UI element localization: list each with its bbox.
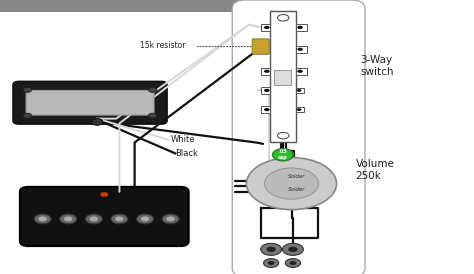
- Circle shape: [277, 15, 289, 21]
- Circle shape: [38, 216, 47, 221]
- Circle shape: [264, 26, 270, 29]
- Circle shape: [148, 87, 157, 92]
- FancyBboxPatch shape: [26, 90, 154, 115]
- Text: 3-Way
switch: 3-Way switch: [360, 55, 394, 76]
- Bar: [261, 24, 270, 31]
- Circle shape: [90, 216, 98, 221]
- FancyBboxPatch shape: [20, 187, 189, 246]
- Circle shape: [64, 216, 73, 221]
- Bar: [296, 24, 307, 31]
- Circle shape: [85, 214, 102, 224]
- Circle shape: [264, 48, 270, 51]
- Circle shape: [246, 158, 337, 210]
- Bar: [274, 70, 291, 85]
- Circle shape: [290, 261, 296, 265]
- Circle shape: [111, 214, 128, 224]
- Circle shape: [264, 70, 270, 73]
- Circle shape: [166, 216, 175, 221]
- Bar: [296, 88, 304, 93]
- Circle shape: [285, 259, 301, 267]
- Text: Solder: Solder: [288, 187, 305, 192]
- Circle shape: [297, 89, 301, 92]
- Text: .05
cap: .05 cap: [278, 149, 288, 160]
- Bar: [296, 68, 307, 75]
- Bar: [270, 11, 296, 142]
- Circle shape: [288, 247, 298, 252]
- Circle shape: [60, 214, 77, 224]
- Circle shape: [264, 89, 270, 92]
- Circle shape: [137, 214, 154, 224]
- Circle shape: [266, 247, 276, 252]
- Circle shape: [141, 216, 149, 221]
- Circle shape: [277, 132, 289, 139]
- Circle shape: [297, 48, 303, 51]
- Circle shape: [162, 214, 179, 224]
- Circle shape: [23, 113, 32, 118]
- Bar: [261, 46, 270, 53]
- Circle shape: [100, 192, 108, 197]
- Circle shape: [273, 149, 293, 161]
- Bar: [296, 46, 307, 53]
- Circle shape: [297, 108, 301, 111]
- Circle shape: [264, 108, 270, 111]
- Bar: [296, 107, 304, 112]
- Circle shape: [264, 168, 319, 199]
- Circle shape: [297, 26, 303, 29]
- Bar: [0, 0, 341, 12]
- Circle shape: [283, 243, 303, 255]
- Text: 15k resistor: 15k resistor: [140, 41, 185, 50]
- Bar: [261, 68, 270, 75]
- Circle shape: [264, 259, 279, 267]
- Text: Volume
250k: Volume 250k: [356, 159, 394, 181]
- Circle shape: [115, 216, 124, 221]
- Circle shape: [148, 113, 157, 118]
- Circle shape: [34, 214, 51, 224]
- Circle shape: [268, 261, 274, 265]
- Circle shape: [297, 70, 303, 73]
- Circle shape: [91, 119, 103, 125]
- FancyBboxPatch shape: [13, 82, 167, 124]
- Bar: [261, 87, 270, 94]
- Circle shape: [23, 87, 32, 92]
- Circle shape: [261, 243, 282, 255]
- FancyBboxPatch shape: [232, 0, 365, 274]
- Text: Solder: Solder: [288, 174, 305, 179]
- FancyBboxPatch shape: [252, 39, 269, 54]
- Text: Black: Black: [175, 149, 198, 158]
- Bar: [261, 106, 270, 113]
- Text: White: White: [171, 135, 195, 144]
